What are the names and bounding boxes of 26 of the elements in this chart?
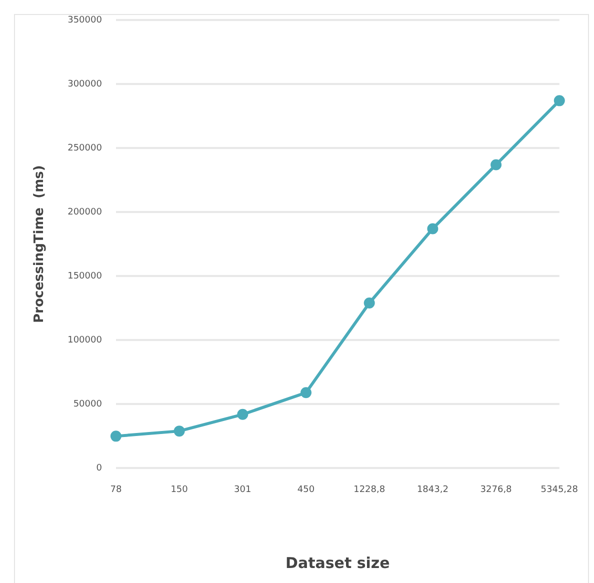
y-tick-label: 50000 (73, 400, 102, 410)
point (237, 408, 248, 420)
x-tick-label: 78 (110, 484, 122, 495)
x-axis-title: Dataset size (286, 554, 390, 572)
x-tick-label: 301 (234, 484, 252, 495)
x-tick-label: 5345,28 (540, 484, 578, 495)
x-tick-label: 450 (297, 484, 315, 495)
x-tick-label: 3276,8 (480, 484, 512, 495)
point (110, 430, 122, 442)
point (554, 95, 565, 106)
y-tick-label: 200000 (68, 207, 102, 218)
y-tick-label: 150000 (68, 271, 102, 282)
x-tick-label: 1843,2 (416, 484, 448, 495)
x-tick-label: 1228,8 (354, 484, 386, 495)
y-tick-label: 300000 (68, 79, 102, 90)
x-tick-label: 150 (170, 484, 188, 495)
y-axis-title: ProcessingTime (ms) (32, 165, 48, 323)
point (364, 298, 375, 309)
point (174, 426, 185, 437)
y-tick-label: 350000 (68, 15, 102, 26)
point (490, 159, 502, 170)
point (427, 223, 438, 234)
y-tick-label: 0 (96, 464, 102, 474)
y-tick-label: 100000 (68, 335, 102, 346)
y-tick-label: 250000 (68, 143, 102, 154)
point (300, 387, 312, 398)
